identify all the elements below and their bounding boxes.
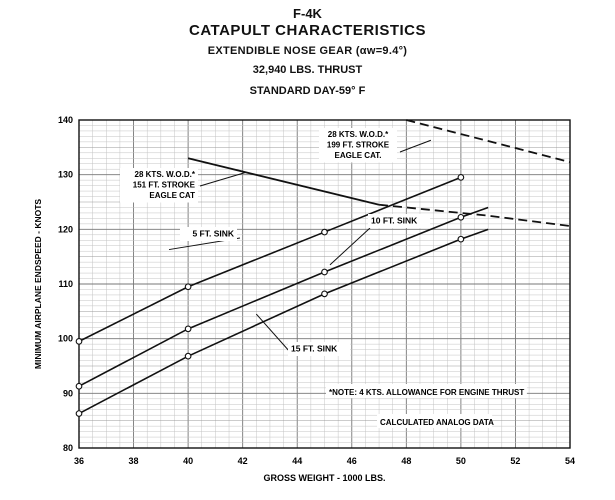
chart-title: CATAPULT CHARACTERISTICS — [189, 22, 426, 39]
label-199ft-stroke: 28 KTS. W.O.D.* — [328, 130, 389, 139]
series-151ft-stroke-line — [187, 157, 380, 206]
x-tick-label: 46 — [347, 456, 357, 466]
title-block: F-4K CATAPULT CHARACTERISTICS EXTENDIBLE… — [0, 4, 615, 97]
data-point-marker — [321, 290, 328, 298]
label-5ft-sink: 5 FT. SINK — [192, 229, 234, 239]
label-199ft-stroke-bg — [319, 128, 397, 163]
data-point-marker — [457, 174, 465, 181]
series — [75, 119, 571, 417]
data-point-marker — [184, 283, 192, 291]
x-tick-label: 36 — [74, 456, 84, 466]
data-point-marker — [457, 213, 465, 221]
leader-151ft-stroke — [199, 172, 246, 187]
notes: *NOTE: 4 KTS. ALLOWANCE FOR ENGINE THRUS… — [326, 384, 527, 428]
source-note-bg — [377, 414, 493, 428]
x-tick-label: 40 — [183, 456, 193, 466]
x-tick-label: 48 — [401, 456, 411, 466]
x-axis-label: GROSS WEIGHT - 1000 LBS. — [263, 473, 385, 483]
label-151ft-stroke: EAGLE CAT — [149, 191, 195, 200]
data-point-marker — [321, 268, 328, 276]
x-tick-label: 54 — [565, 456, 575, 466]
x-tick-label: 50 — [456, 456, 466, 466]
data-point-marker — [75, 382, 83, 390]
series-5ft-sink-line — [78, 176, 462, 343]
data-point-marker — [184, 352, 192, 360]
leader-15ft-sink — [255, 313, 291, 353]
data-point-marker — [457, 235, 465, 243]
label-10ft-sink: 10 FT. SINK — [371, 216, 418, 226]
y-tick-label: 100 — [58, 334, 73, 344]
data-point-marker — [321, 228, 328, 236]
x-tick-label: 44 — [292, 456, 302, 466]
label-199ft-stroke: EAGLE CAT. — [335, 151, 382, 160]
series-labels: 5 FT. SINK 10 FT. SINK 15 FT. SINK 28 KTS. … — [120, 128, 432, 356]
y-tick-label: 130 — [58, 170, 73, 180]
leader-10ft-sink — [329, 227, 371, 266]
label-15ft-sink: 15 FT. SINK — [291, 344, 338, 354]
label-15ft-sink-bg — [288, 342, 351, 356]
x-tick-label: 42 — [238, 456, 248, 466]
data-point-marker — [75, 410, 83, 417]
series-151ft-stroke-dashed — [378, 203, 571, 227]
y-tick-label: 110 — [58, 279, 73, 289]
plot-frame — [78, 119, 571, 449]
y-tick-label: 80 — [63, 443, 73, 453]
source-note: CALCULATED ANALOG DATA — [380, 418, 494, 427]
config-subtitle: EXTENDIBLE NOSE GEAR (αw=9.4°) — [207, 45, 408, 57]
y-tick-label: 120 — [58, 224, 73, 234]
leader-199ft-stroke — [399, 139, 432, 153]
label-151ft-stroke: 28 KTS. W.O.D.* — [135, 170, 196, 179]
y-tick-label: 90 — [63, 388, 73, 398]
y-tick-label: 140 — [58, 115, 73, 125]
data-point-marker — [184, 325, 192, 333]
label-151ft-stroke-bg — [120, 168, 198, 203]
axis-ticks: 36 38 40 42 44 46 48 50 52 54 80 90 100 110 120 130 140 — [58, 115, 575, 466]
label-151ft-stroke: 151 FT. STROKE — [133, 181, 196, 190]
x-tick-label: 52 — [510, 456, 520, 466]
label-10ft-sink-bg — [368, 214, 431, 228]
data-point-marker — [75, 338, 83, 345]
y-axis-label: MINIMUM AIRPLANE ENDSPEED - KNOTS — [33, 199, 43, 369]
x-tick-label: 38 — [129, 456, 139, 466]
label-5ft-sink-bg — [180, 227, 237, 241]
label-199ft-stroke: 199 FT. STROKE — [327, 141, 390, 150]
note-bg — [326, 384, 527, 398]
thrust-subtitle: 32,940 LBS. THRUST — [252, 64, 363, 76]
aircraft-model: F-4K — [293, 6, 322, 21]
day-subtitle: STANDARD DAY-59° F — [249, 85, 366, 97]
engine-thrust-note: *NOTE: 4 KTS. ALLOWANCE FOR ENGINE THRUS… — [329, 388, 524, 397]
series-199ft-stroke-dashed — [406, 119, 571, 163]
